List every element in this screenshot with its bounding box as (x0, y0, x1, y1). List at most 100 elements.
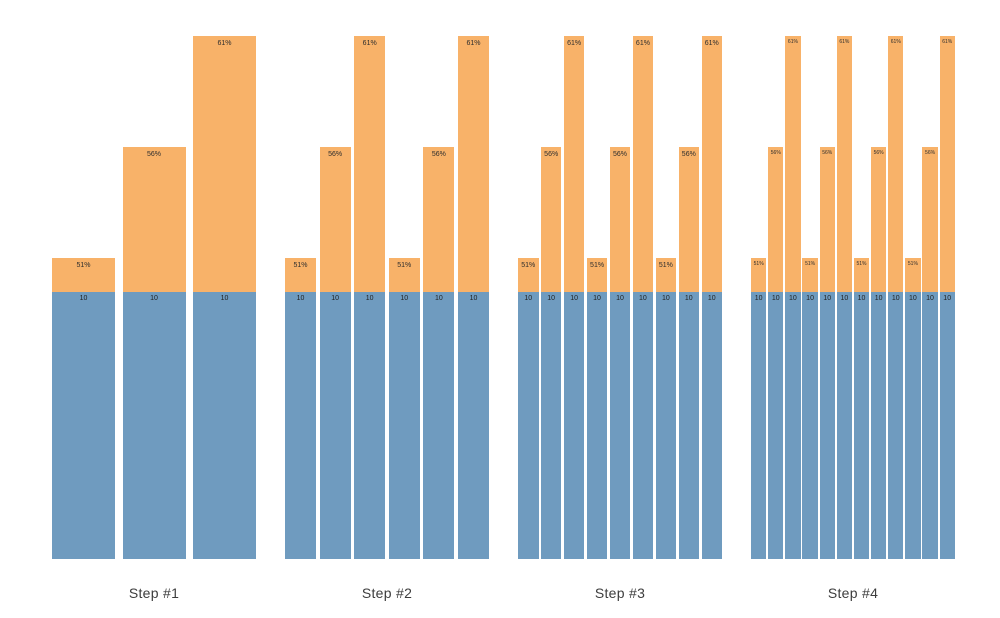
bar-base-value-label: 10 (823, 295, 832, 302)
bar-segment-base: 10 (888, 292, 904, 559)
bar-segment-base: 10 (563, 292, 585, 559)
bar-segment-base: 10 (632, 292, 654, 559)
bar-segment-base: 10 (319, 292, 351, 559)
bar-base-value-label: 10 (891, 295, 900, 302)
stacked-bar: 51% 10 (905, 258, 921, 559)
bar-percent-label: 51% (658, 262, 673, 269)
bar-base-value-label: 10 (840, 295, 849, 302)
bar-segment-top: 51% (285, 258, 316, 292)
stacked-bar: 61% 10 (354, 36, 386, 559)
bar-segment-top: 56% (122, 147, 186, 292)
bar-segment-base: 10 (939, 292, 955, 559)
bar-base-value-label: 10 (365, 295, 374, 302)
bar-percent-label: 61% (787, 39, 798, 45)
bar-segment-top: 51% (751, 258, 767, 292)
bar-group-step-4: 51% 10 56% 10 61% 10 51% 10 56% 10 61% 10 51% 10 56% 10… (751, 36, 955, 559)
bar-segment-base: 10 (785, 292, 801, 559)
bar-segment-base: 10 (354, 292, 386, 559)
bar-segment-top: 56% (768, 147, 784, 292)
bar-segment-top: 56% (922, 147, 938, 292)
bar-segment-base: 10 (193, 292, 256, 559)
bar-segment-top: 56% (819, 147, 835, 292)
bar-segment-top: 51% (802, 258, 818, 292)
stacked-bar: 56% 10 (609, 147, 631, 559)
stacked-bar: 56% 10 (922, 147, 938, 559)
bar-percent-label: 56% (873, 150, 884, 156)
stacked-bar: 51% 10 (586, 258, 608, 559)
bar-segment-base: 10 (905, 292, 921, 559)
stacked-bar: 61% 10 (939, 36, 955, 559)
bar-percent-label: 51% (397, 262, 412, 269)
bar-base-value-label: 10 (331, 295, 339, 302)
bar-percent-label: 56% (544, 151, 559, 158)
bar-segment-top: 51% (52, 258, 115, 292)
bar-segment-top: 61% (563, 36, 585, 292)
stacked-bar: 51% 10 (655, 258, 677, 559)
bar-group-step-3: 51% 10 56% 10 61% 10 51% 10 56% 10 61% 10 51% 10 56% 10… (518, 36, 722, 559)
bar-segment-top: 51% (853, 258, 870, 292)
bar-base-value-label: 10 (150, 295, 158, 302)
stacked-bar: 56% 10 (870, 147, 887, 559)
stacked-bar: 61% 10 (632, 36, 654, 559)
axis-label-step-1: Step #1 (128, 585, 180, 601)
bar-segment-top: 61% (785, 36, 801, 292)
stacked-bar: 61% 10 (701, 36, 722, 559)
bar-percent-label: 51% (856, 261, 867, 267)
bar-percent-label: 51% (293, 262, 308, 269)
bar-base-value-label: 10 (707, 295, 716, 302)
bar-segment-base: 10 (609, 292, 631, 559)
bar-percent-label: 56% (822, 150, 833, 156)
bar-segment-top: 61% (939, 36, 955, 292)
bar-segment-base: 10 (853, 292, 870, 559)
axis-label-step-3: Step #3 (594, 585, 646, 601)
bar-base-value-label: 10 (771, 295, 780, 302)
stacked-bar: 61% 10 (888, 36, 904, 559)
bar-base-value-label: 10 (524, 295, 533, 302)
stacked-bar: 56% 10 (540, 147, 562, 559)
bar-segment-base: 10 (678, 292, 700, 559)
bar-base-value-label: 10 (661, 295, 670, 302)
bar-base-value-label: 10 (79, 295, 88, 302)
bar-segment-base: 10 (388, 292, 420, 559)
bar-segment-base: 10 (52, 292, 115, 559)
bar-base-value-label: 10 (874, 295, 883, 302)
bar-percent-label: 56% (770, 150, 781, 156)
bar-base-value-label: 10 (926, 295, 934, 302)
bar-percent-label: 61% (635, 40, 650, 47)
bar-segment-top: 51% (586, 258, 608, 292)
bar-segment-top: 61% (193, 36, 256, 292)
bar-base-value-label: 10 (570, 295, 579, 302)
bar-segment-top: 51% (655, 258, 677, 292)
bar-base-value-label: 10 (400, 295, 409, 302)
stacked-bar: 51% 10 (52, 258, 115, 559)
bar-base-value-label: 10 (593, 295, 601, 302)
bar-percent-label: 61% (362, 40, 377, 47)
bar-base-value-label: 10 (220, 295, 229, 302)
bar-segment-base: 10 (457, 292, 489, 559)
bar-percent-label: 61% (839, 39, 850, 45)
bar-percent-label: 56% (681, 151, 696, 158)
bar-percent-label: 56% (431, 151, 446, 158)
bar-percent-label: 51% (805, 261, 816, 267)
bar-percent-label: 51% (76, 262, 91, 269)
bar-segment-top: 56% (423, 147, 455, 292)
bar-segment-top: 61% (701, 36, 722, 292)
bar-segment-base: 10 (836, 292, 852, 559)
bar-group-step-2: 51% 10 56% 10 61% 10 51% 10 56% 10 61% 10 (285, 36, 489, 559)
stacked-bar: 51% 10 (853, 258, 870, 559)
bar-segment-top: 61% (836, 36, 852, 292)
bar-segment-top: 61% (888, 36, 904, 292)
stacked-bar: 51% 10 (802, 258, 818, 559)
plot-area: 51% 10 56% 10 61% 10 51% 10 56% 10 61% 10 51% 10 56% 10… (52, 36, 955, 559)
bar-segment-base: 10 (540, 292, 562, 559)
bar-segment-base: 10 (122, 292, 186, 559)
stacked-bar: 61% 10 (457, 36, 489, 559)
bar-segment-top: 56% (870, 147, 887, 292)
bar-group-step-1: 51% 10 56% 10 61% 10 (52, 36, 256, 559)
bar-segment-base: 10 (819, 292, 835, 559)
bar-percent-label: 61% (567, 40, 582, 47)
bar-base-value-label: 10 (616, 295, 624, 302)
stacked-bar: 56% 10 (768, 147, 784, 559)
bar-percent-label: 61% (890, 39, 901, 45)
